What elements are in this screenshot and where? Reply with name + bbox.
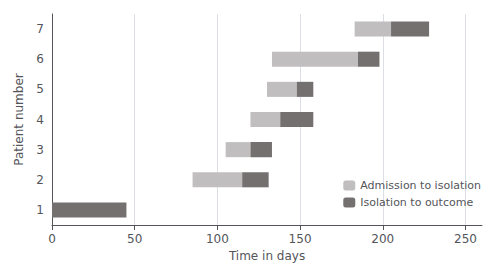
svg-text:6: 6	[36, 52, 44, 66]
svg-text:1: 1	[36, 203, 44, 217]
svg-text:200: 200	[371, 232, 394, 246]
svg-text:100: 100	[206, 232, 229, 246]
svg-text:7: 7	[36, 22, 44, 36]
svg-text:150: 150	[289, 232, 312, 246]
svg-text:Admission to isolation: Admission to isolation	[360, 179, 481, 192]
svg-text:Isolation to outcome: Isolation to outcome	[360, 196, 473, 209]
svg-text:Time in days: Time in days	[228, 249, 305, 263]
svg-text:2: 2	[36, 173, 44, 187]
svg-text:50: 50	[127, 232, 142, 246]
svg-text:Patient number: Patient number	[12, 73, 26, 165]
svg-text:4: 4	[36, 113, 44, 127]
svg-text:0: 0	[48, 232, 56, 246]
svg-text:250: 250	[454, 232, 477, 246]
svg-text:5: 5	[36, 82, 44, 96]
svg-text:3: 3	[36, 143, 44, 157]
